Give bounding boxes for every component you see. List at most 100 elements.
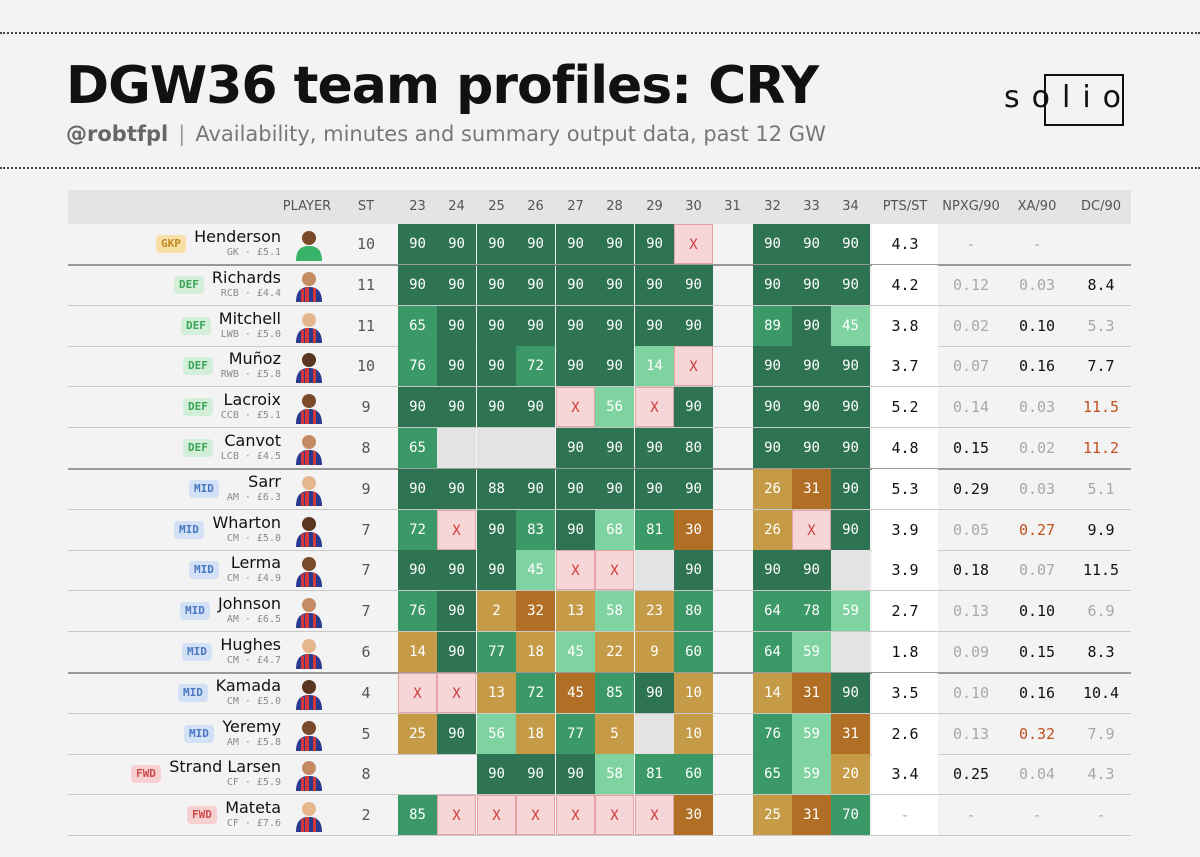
stat-dc-per-90: - [1096,806,1106,825]
minutes-cell-gw-26: 90 [516,224,555,264]
minutes-cell-gw-28: 90 [595,428,634,468]
minutes-cell-gw-32: 89 [753,305,792,346]
player-row[interactable]: Sarr AM · £6.3 MID 9 90 90 88 90 90 90 90 90 26 31 90 5… [68,468,1131,510]
stat-pts-per-st: 4.8 [872,428,938,468]
stat-npxg-per-90: 0.18 [952,561,990,580]
header-xa-per-90: XA/90 [1017,199,1057,214]
player-row[interactable]: Yeremy AM · £5.8 MID 5 25 90 56 18 77 5 10 76 59 31 2.… [68,713,1131,755]
stat-pts-per-st: 3.9 [872,550,938,591]
stat-npxg-per-90: 0.10 [952,683,990,702]
minutes-cell-gw-25: X [477,795,516,836]
stat-npxg-per-90: 0.07 [952,357,990,376]
stat-dc-per-90: 9.9 [1087,520,1115,539]
minutes-cell-gw-23: 90 [398,264,437,305]
page-title: DGW36 team profiles: CRY [66,56,819,116]
player-row[interactable]: Johnson AM · £6.5 MID 7 76 90 2 32 13 58 23 80 64 78 5… [68,591,1131,633]
stat-npxg-per-90: 0.13 [952,724,990,743]
minutes-cell-gw-27: 45 [556,672,595,713]
stat-pts-per-st: - [872,795,938,836]
minutes-cell-gw-23: 90 [398,468,437,509]
stat-npxg-per-90: - [966,806,976,825]
player-name: Lacroix [223,390,281,410]
player-name: Mateta [225,798,281,818]
minutes-cell-gw-30: 90 [674,468,713,509]
player-avatar-icon [296,435,322,465]
stat-xa-per-90: 0.03 [1018,398,1056,417]
player-row[interactable]: Strand Larsen CF · £5.9 FWD 8 90 90 90 58 81 60 65… [68,754,1131,796]
stat-npxg-per-90: 0.02 [952,316,990,335]
player-row[interactable]: Richards RCB · £4.4 DEF 11 90 90 90 90 90 90 90 90 9… [68,264,1131,306]
minutes-cell-gw-24 [437,428,476,468]
player-role-price: CM · £4.7 [226,655,281,666]
position-badge: MID [182,643,212,661]
minutes-cell-gw-32: 64 [753,591,792,632]
position-badge: MID [174,520,204,539]
player-avatar-icon [296,720,322,751]
player-row[interactable]: Henderson GK · £5.1 GKP 10 90 90 90 90 90 90 90 X 90… [68,224,1131,266]
stat-pts-per-st: 1.8 [872,632,938,672]
minutes-cell-gw-26: 90 [516,754,555,795]
stat-xa-per-90: 0.27 [1018,520,1056,539]
minutes-cell-gw-34: 90 [831,428,870,468]
minutes-cell-gw-23: 76 [398,346,437,387]
starts-count: 11 [356,275,376,294]
stat-xa-per-90: - [1032,235,1042,253]
header-gw-26: 26 [527,199,544,214]
header-gw-25: 25 [488,199,505,214]
minutes-cell-gw-25: 90 [477,754,516,795]
player-row[interactable]: Lacroix CCB · £5.1 DEF 9 90 90 90 90 X 56 X 90 90 90 9… [68,387,1131,429]
minutes-cell-gw-28: 5 [595,713,634,754]
player-row[interactable]: Mateta CF · £7.6 FWD 2 85 X X X X X X 30 25 31 70- - - - [68,795,1131,837]
player-name: Kamada [215,675,281,695]
position-badge: DEF [174,275,204,294]
player-name: Wharton [212,512,281,532]
header-player: PLAYER [282,199,332,214]
minutes-cell-gw-24: 90 [437,468,476,509]
player-row[interactable]: Hughes CM · £4.7 MID 6 14 90 77 18 45 22 9 60 64 59 1.… [68,632,1131,674]
player-row[interactable]: Canvot LCB · £4.5 DEF 8 65 90 90 90 80 90 90 90 4.8 0… [68,428,1131,470]
stat-xa-per-90: 0.16 [1018,683,1056,702]
player-row[interactable]: Lerma CM · £4.9 MID 7 90 90 90 45 X X 90 90 90 3.9 0.1… [68,550,1131,592]
minutes-cell-gw-32: 25 [753,795,792,836]
starts-count: 10 [356,357,376,376]
minutes-cell-gw-24: 90 [437,591,476,632]
starts-count: 6 [361,643,371,661]
player-name: Mitchell [218,308,281,328]
stat-pts-per-st: 3.9 [872,509,938,550]
minutes-cell-gw-33: 59 [792,632,831,672]
minutes-cell-gw-28: 90 [595,305,634,346]
player-row[interactable]: Mitchell LWB · £5.0 DEF 11 65 90 90 90 90 90 90 90 8… [68,305,1131,347]
minutes-cell-gw-28: 90 [595,224,634,264]
stat-dc-per-90: 5.3 [1087,316,1115,335]
player-row[interactable]: Wharton CM · £5.0 MID 7 72 X 90 83 90 68 81 30 26 X 90… [68,509,1131,551]
player-avatar-icon [296,761,322,792]
player-avatar-icon [296,557,322,588]
minutes-cell-gw-25: 90 [477,509,516,550]
subtitle-text: Availability, minutes and summary output… [195,122,826,146]
minutes-cell-gw-29: X [635,387,674,428]
stat-pts-per-st: 4.2 [872,264,938,305]
player-row[interactable]: Kamada CM · £5.0 MID 4 X X 13 72 45 85 90 10 14 31 90 3… [68,672,1131,714]
minutes-cell-gw-25: 90 [477,387,516,428]
starts-count: 11 [356,316,376,335]
stat-dc-per-90: 4.3 [1087,765,1115,784]
stat-dc-per-90: 6.9 [1087,602,1115,621]
minutes-cell-gw-28: 85 [595,672,634,713]
minutes-cell-gw-24: 90 [437,264,476,305]
minutes-cell-gw-27: 90 [556,224,595,264]
player-name: Hughes [220,635,281,654]
solio-logo: solio [1004,74,1134,126]
stat-pts-per-st: 3.8 [872,305,938,346]
minutes-cell-gw-34 [831,632,870,672]
minutes-cell-gw-32: 90 [753,428,792,468]
minutes-cell-gw-23: 65 [398,305,437,346]
minutes-cell-gw-30: 60 [674,754,713,795]
minutes-cell-gw-28: X [595,795,634,836]
player-row[interactable]: Muñoz RWB · £5.8 DEF 10 76 90 90 72 90 90 14 X 90 90 9… [68,346,1131,388]
minutes-cell-gw-33: 78 [792,591,831,632]
stat-xa-per-90: 0.16 [1018,357,1056,376]
stat-dc-per-90: 11.5 [1082,561,1120,580]
starts-count: 4 [361,683,371,702]
minutes-cell-gw-24: X [437,509,476,550]
minutes-cell-gw-23: 76 [398,591,437,632]
